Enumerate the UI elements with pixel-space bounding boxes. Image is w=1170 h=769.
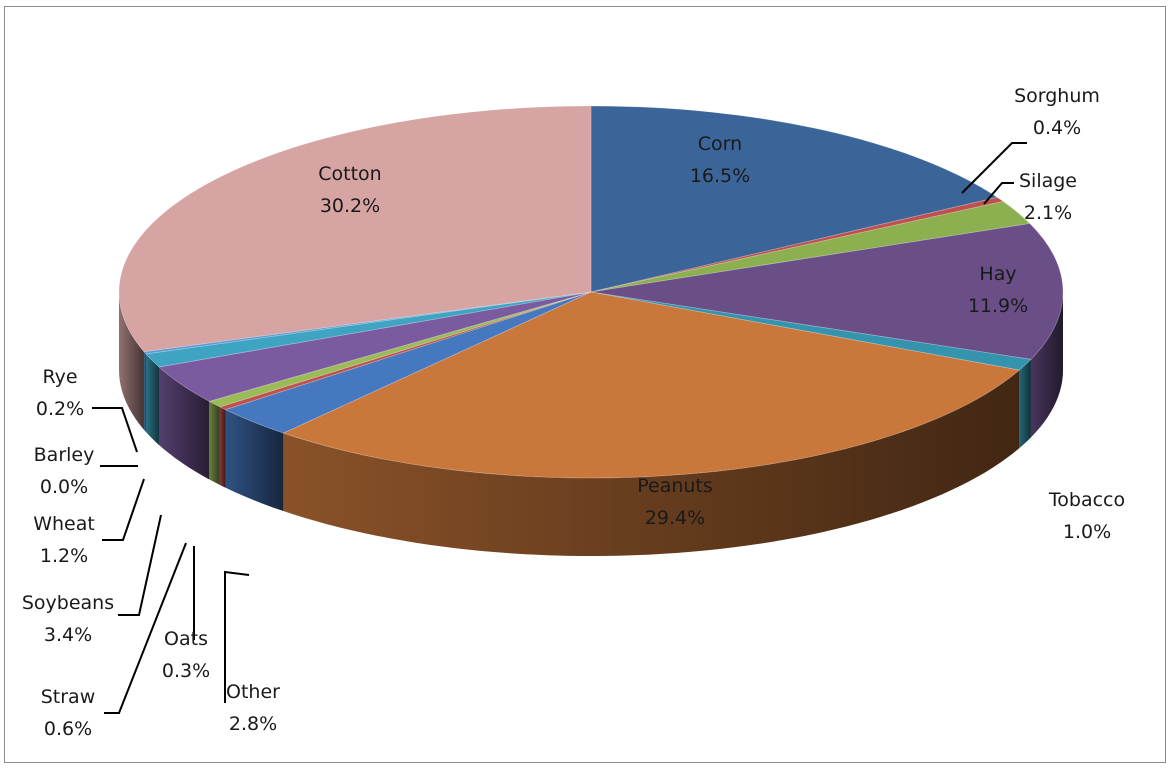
leader-line-straw — [104, 542, 187, 714]
pie-side-shade-straw — [209, 401, 220, 485]
pie-slice-soybeans — [158, 291, 592, 402]
label-name-rye: Rye — [42, 366, 77, 388]
label-value-cotton: 30.2% — [320, 195, 380, 217]
label-tobacco: Tobacco 1.0% — [1048, 489, 1125, 543]
label-name-peanuts: Peanuts — [637, 475, 713, 497]
label-name-wheat: Wheat — [33, 513, 95, 535]
leader-line-silage — [983, 182, 1014, 205]
label-value-hay: 11.9% — [968, 295, 1028, 317]
pie-slice-other — [224, 291, 592, 434]
pie-slice-sorghum — [590, 196, 1005, 293]
label-soybeans: Soybeans 3.4% — [22, 592, 114, 646]
pie-slice-corn — [590, 105, 999, 293]
pie-side-shade-rye — [143, 351, 146, 432]
label-name-corn: Corn — [698, 133, 742, 155]
pie-slice-tobacco — [590, 291, 1032, 371]
label-name-other: Other — [226, 681, 280, 703]
label-value-sorghum: 0.4% — [1033, 117, 1081, 139]
label-name-silage: Silage — [1019, 170, 1077, 192]
label-oats: Oats 0.3% — [162, 628, 210, 682]
label-silage: Silage 2.1% — [1019, 170, 1077, 224]
pie-side-shade-wheat — [145, 353, 160, 445]
label-value-tobacco: 1.0% — [1063, 521, 1111, 543]
label-barley: Barley 0.0% — [34, 444, 95, 498]
label-name-cotton: Cotton — [318, 163, 381, 185]
label-value-soybeans: 3.4% — [44, 624, 92, 646]
pie-slice-straw — [208, 291, 592, 408]
pie-side-shade-other — [225, 409, 284, 512]
pie-side-shade-tobacco — [1019, 359, 1031, 449]
pie-slice-cotton — [118, 105, 592, 353]
label-value-wheat: 1.2% — [40, 545, 88, 567]
label-value-peanuts: 29.4% — [645, 507, 705, 529]
label-wheat: Wheat 1.2% — [33, 513, 95, 567]
pie-slice-rye — [143, 291, 592, 355]
pie-sides — [119, 292, 1063, 556]
leader-line-rye — [92, 407, 138, 453]
leader-line-soybeans — [118, 514, 162, 616]
label-corn: Corn 16.5% — [690, 133, 750, 187]
label-straw: Straw 0.6% — [41, 686, 96, 740]
pie-slice-wheat — [145, 291, 592, 368]
label-value-barley: 0.0% — [40, 476, 88, 498]
pie-side-shade-peanuts — [283, 370, 1020, 556]
pie-side-shade-hay — [1030, 292, 1063, 438]
label-name-straw: Straw — [41, 686, 96, 708]
label-value-silage: 2.1% — [1024, 202, 1072, 224]
label-name-soybeans: Soybeans — [22, 592, 114, 614]
label-hay: Hay 11.9% — [968, 263, 1028, 317]
label-value-straw: 0.6% — [44, 718, 92, 740]
pie-tops — [118, 105, 1064, 479]
leader-lines — [92, 142, 1027, 714]
pie-slice-oats — [218, 291, 592, 411]
leader-line-other — [224, 570, 250, 703]
leader-line-wheat — [102, 478, 145, 541]
label-name-hay: Hay — [979, 263, 1016, 285]
label-value-rye: 0.2% — [36, 398, 84, 420]
label-sorghum: Sorghum 0.4% — [1014, 85, 1100, 139]
pie-side-shade-oats — [219, 406, 226, 488]
label-cotton: Cotton 30.2% — [318, 163, 381, 217]
label-name-sorghum: Sorghum — [1014, 85, 1100, 107]
pie-slice-hay — [590, 223, 1064, 360]
pie-slice-peanuts — [282, 291, 1021, 479]
label-value-corn: 16.5% — [690, 165, 750, 187]
label-name-barley: Barley — [34, 444, 95, 466]
label-value-other: 2.8% — [229, 713, 277, 735]
pie-side-shade-cotton — [119, 292, 144, 430]
leader-line-sorghum — [961, 142, 1027, 194]
label-peanuts: Peanuts 29.4% — [637, 475, 713, 529]
slice-labels: Corn 16.5% Sorghum 0.4% Silage 2.1% Hay 11.9% To… — [22, 85, 1125, 740]
label-name-oats: Oats — [164, 628, 208, 650]
label-other: Other 2.8% — [226, 681, 280, 735]
label-name-tobacco: Tobacco — [1048, 489, 1125, 511]
pie-side-shade-soybeans — [159, 366, 210, 480]
pie-slice-silage — [590, 200, 1031, 293]
label-rye: Rye 0.2% — [36, 366, 84, 420]
label-value-oats: 0.3% — [162, 660, 210, 682]
